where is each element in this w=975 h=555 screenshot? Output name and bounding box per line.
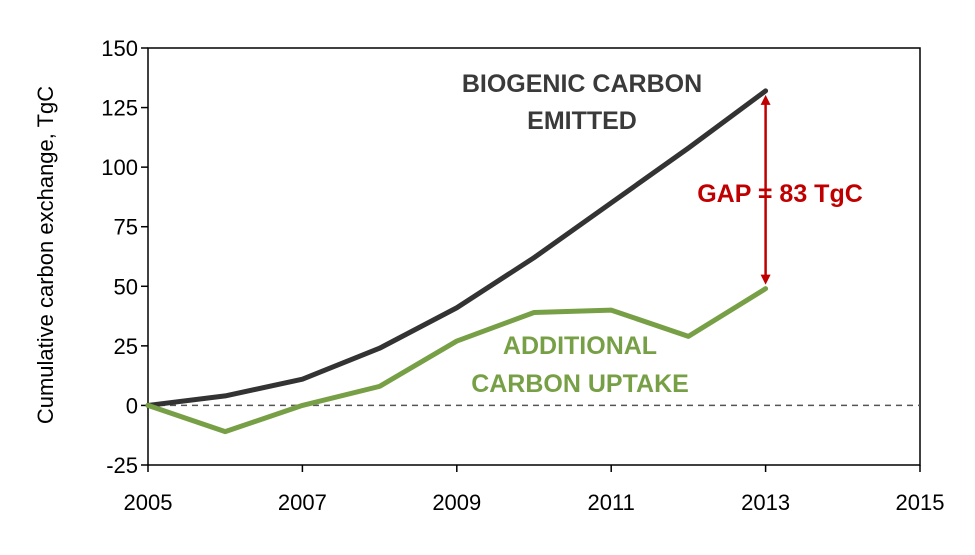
gap-label: GAP = 83 TgC [697,180,863,208]
y-tick-label: -25 [106,453,138,478]
y-tick-label: 125 [101,96,138,121]
plot-border [147,47,921,466]
x-tick-label: 2011 [588,490,635,515]
x-tick-label: 2009 [432,490,481,515]
x-tick-label: 2015 [896,490,945,515]
y-tick-label: 0 [126,393,138,418]
y-tick-label: 150 [101,36,138,61]
x-tick-label: 2005 [124,490,173,515]
y-axis: -25 0 25 50 75 100 125 150 [101,36,148,478]
y-tick-label: 75 [114,215,138,240]
plot-area [147,47,921,466]
x-axis: 2005 2007 2009 2011 2013 2015 [124,465,945,515]
x-tick-label: 2007 [278,490,327,515]
series-layer [145,88,769,435]
emitted-label-line2: EMITTED [527,107,637,135]
y-tick-label: 25 [114,334,138,359]
x-tick-label: 2013 [741,490,790,515]
y-tick-label: 100 [101,155,138,180]
uptake-label-line1: ADDITIONAL [503,332,657,360]
y-axis-title: Cumulative carbon exchange, TgC [33,86,58,424]
emitted-label-line1: BIOGENIC CARBON [462,70,702,98]
uptake-label-line2: CARBON UPTAKE [471,370,689,398]
series-biogenic-carbon-emitted [145,88,769,408]
y-tick-label: 50 [114,274,138,299]
